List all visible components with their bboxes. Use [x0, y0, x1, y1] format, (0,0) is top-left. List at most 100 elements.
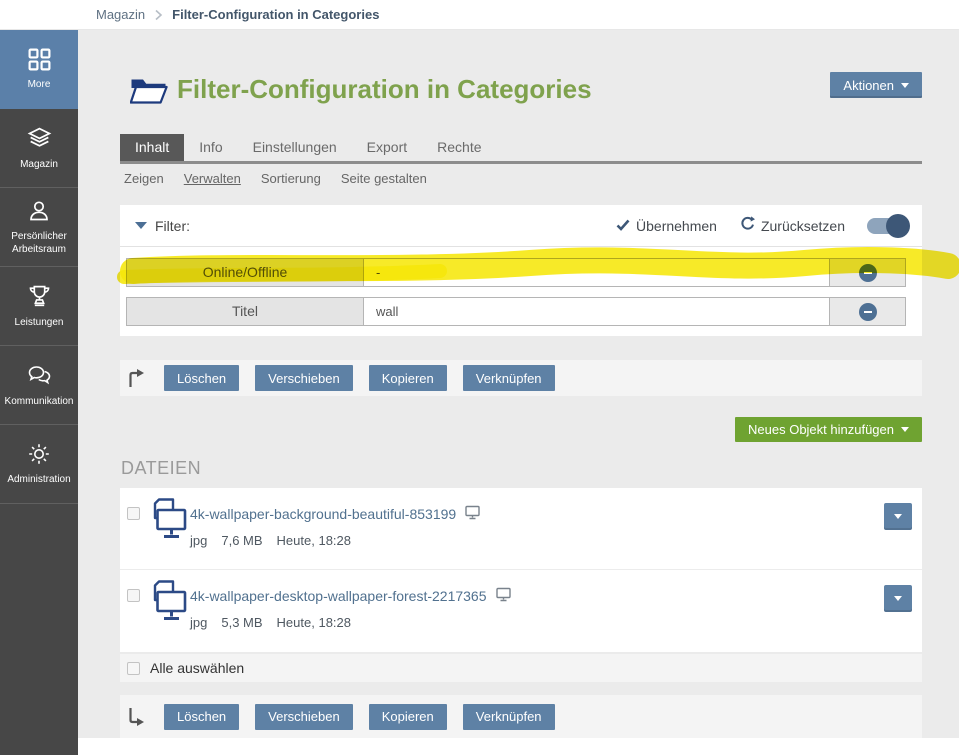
files-section-title: DATEIEN — [121, 458, 202, 478]
file-size: 5,3 MB — [221, 615, 263, 630]
file-type: jpg — [190, 615, 208, 630]
actions-button-label: Aktionen — [843, 77, 894, 93]
page-bottom-spacer — [78, 738, 959, 755]
filter-reset-button[interactable]: Zurücksetzen — [739, 216, 845, 235]
toggle-knob — [886, 213, 910, 238]
triangle-down-icon — [135, 222, 147, 229]
sidebar-item-label: More — [27, 78, 51, 90]
arrow-up-right-icon — [125, 366, 145, 390]
trophy-icon — [26, 283, 53, 310]
breadcrumb-current: Filter-Configuration in Categories — [172, 7, 380, 22]
filter-row-remove-button[interactable] — [829, 298, 905, 325]
minus-icon — [858, 263, 877, 282]
filter-row-remove-button[interactable] — [829, 259, 905, 286]
file-row: 4k-wallpaper-desktop-wallpaper-forest-22… — [120, 570, 922, 652]
filter-row-value-input[interactable]: - — [376, 265, 381, 280]
caret-down-icon — [901, 82, 909, 88]
file-date: Heute, 18:28 — [276, 533, 351, 548]
tab-einstellungen[interactable]: Einstellungen — [252, 139, 337, 155]
bulk-toolbar-bottom: Löschen Verschieben Kopieren Verknüpfen — [120, 695, 922, 738]
link-button[interactable]: Verknüpfen — [462, 365, 555, 391]
tab-info[interactable]: Info — [199, 139, 223, 155]
tab-rechte[interactable]: Rechte — [437, 139, 482, 155]
caret-down-icon — [901, 427, 909, 432]
file-actions-dropdown[interactable] — [884, 585, 912, 612]
sidebar-item-persoenlicher-arbeitsraum[interactable]: Persönlicher Arbeitsraum — [0, 188, 78, 267]
delete-button[interactable]: Löschen — [164, 703, 240, 730]
file-actions-dropdown[interactable] — [884, 503, 912, 530]
link-button[interactable]: Verknüpfen — [462, 703, 555, 730]
caret-down-icon — [894, 514, 902, 519]
filter-reset-label: Zurücksetzen — [760, 217, 845, 234]
display-badge-icon — [495, 587, 512, 605]
sidebar: More Magazin Persönlicher Arbeitsraum — [0, 30, 78, 755]
filter-row-label: Online/Offline — [127, 259, 364, 286]
filter-enabled-toggle[interactable] — [867, 213, 910, 238]
move-button[interactable]: Verschieben — [255, 703, 353, 730]
grid-icon — [27, 47, 52, 72]
page-title: Filter-Configuration in Categories — [177, 74, 592, 104]
file-name-link[interactable]: 4k-wallpaper-background-beautiful-853199 — [190, 506, 457, 522]
sidebar-item-administration[interactable]: Administration — [0, 425, 78, 504]
tab-export[interactable]: Export — [366, 139, 408, 155]
file-list: 4k-wallpaper-background-beautiful-853199… — [120, 488, 922, 652]
tab-bar: Inhalt Info Einstellungen Export Rechte — [120, 134, 922, 164]
refresh-icon — [739, 216, 755, 235]
filter-row-online-offline: Online/Offline - — [126, 258, 906, 287]
add-new-object-button[interactable]: Neues Objekt hinzufügen — [735, 417, 922, 442]
chat-icon — [26, 362, 53, 389]
file-type: jpg — [190, 533, 208, 548]
subnav-zeigen[interactable]: Zeigen — [124, 171, 164, 186]
caret-down-icon — [894, 596, 902, 601]
check-icon — [616, 218, 630, 234]
filter-row-label: Titel — [127, 298, 364, 325]
subnav-sortierung[interactable]: Sortierung — [260, 171, 321, 186]
sidebar-item-label: Kommunikation — [4, 395, 74, 407]
sidebar-item-magazin[interactable]: Magazin — [0, 109, 78, 188]
file-row: 4k-wallpaper-background-beautiful-853199… — [120, 488, 922, 570]
media-file-icon — [147, 497, 189, 548]
filter-row-value-input[interactable]: wall — [376, 304, 399, 319]
layers-icon — [26, 125, 53, 152]
user-icon — [26, 198, 52, 224]
select-all-row: Alle auswählen — [120, 654, 922, 682]
chevron-right-icon — [154, 9, 163, 21]
filter-apply-label: Übernehmen — [636, 217, 717, 234]
tab-inhalt[interactable]: Inhalt — [120, 134, 185, 161]
delete-button[interactable]: Löschen — [164, 365, 240, 391]
subnav-verwalten[interactable]: Verwalten — [183, 171, 241, 186]
filter-label: Filter: — [155, 217, 190, 234]
sidebar-item-leistungen[interactable]: Leistungen — [0, 267, 78, 346]
sidebar-item-label: Leistungen — [14, 316, 64, 328]
move-button[interactable]: Verschieben — [255, 365, 353, 391]
sidebar-item-label: Persönlicher Arbeitsraum — [11, 231, 67, 255]
file-size: 7,6 MB — [221, 533, 263, 548]
arrow-down-right-icon — [125, 705, 145, 729]
add-new-object-label: Neues Objekt hinzufügen — [748, 422, 894, 437]
breadcrumb-link-magazin[interactable]: Magazin — [96, 7, 146, 22]
filter-collapse-toggle[interactable]: Filter: — [135, 218, 190, 234]
gear-icon — [26, 441, 52, 467]
actions-button[interactable]: Aktionen — [830, 72, 922, 98]
file-name-link[interactable]: 4k-wallpaper-desktop-wallpaper-forest-22… — [190, 588, 487, 604]
breadcrumb: Magazin Filter-Configuration in Categori… — [0, 0, 959, 30]
file-checkbox[interactable] — [127, 589, 140, 602]
media-file-icon — [147, 579, 189, 630]
sub-navigation: Zeigen Verwalten Sortierung Seite gestal… — [124, 171, 427, 186]
display-badge-icon — [465, 505, 481, 523]
sidebar-item-more[interactable]: More — [0, 30, 78, 109]
file-date: Heute, 18:28 — [276, 615, 351, 630]
bulk-toolbar-top: Löschen Verschieben Kopieren Verknüpfen — [120, 360, 922, 396]
sidebar-item-label: Magazin — [20, 158, 58, 170]
copy-button[interactable]: Kopieren — [368, 703, 447, 730]
select-all-checkbox[interactable] — [127, 661, 140, 675]
sidebar-item-kommunikation[interactable]: Kommunikation — [0, 346, 78, 425]
subnav-seite-gestalten[interactable]: Seite gestalten — [340, 171, 427, 186]
file-checkbox[interactable] — [127, 507, 140, 520]
filter-header: Filter: Übernehmen Zurücks — [120, 205, 922, 247]
copy-button[interactable]: Kopieren — [368, 365, 447, 391]
main-content: Filter-Configuration in Categories Aktio… — [78, 30, 959, 755]
filter-apply-button[interactable]: Übernehmen — [616, 218, 717, 234]
select-all-label: Alle auswählen — [150, 660, 245, 676]
minus-icon — [858, 302, 877, 321]
